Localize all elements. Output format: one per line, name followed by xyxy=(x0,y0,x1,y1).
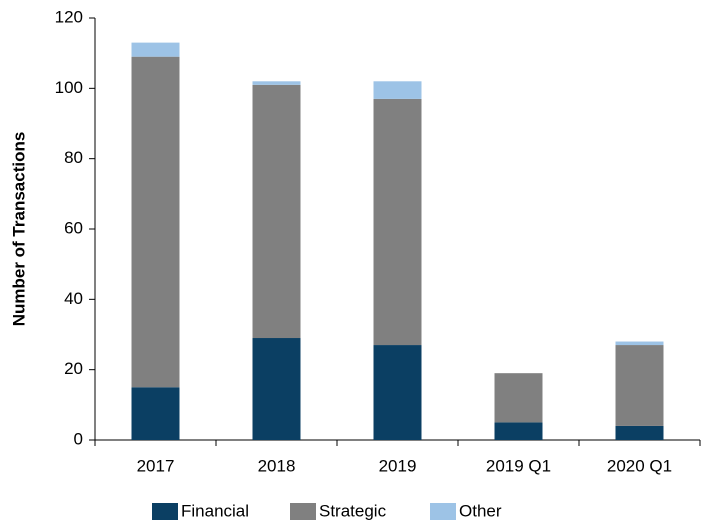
legend-label: Other xyxy=(459,501,502,520)
legend-label: Financial xyxy=(181,501,249,520)
bar-segment xyxy=(494,422,543,440)
y-tick-label: 120 xyxy=(55,7,83,26)
y-axis-label: Number of Transactions xyxy=(9,132,28,327)
bar-segment xyxy=(252,81,301,85)
y-tick-label: 80 xyxy=(64,148,83,167)
bar-segment xyxy=(131,387,180,440)
bar-segment xyxy=(615,345,664,426)
y-tick-label: 40 xyxy=(64,289,83,308)
bar-segment xyxy=(615,425,664,440)
legend-swatch xyxy=(290,503,316,520)
x-tick-label: 2019 Q1 xyxy=(486,456,551,475)
x-tick-label: 2019 xyxy=(379,456,417,475)
bar-segment xyxy=(373,98,422,346)
legend-swatch xyxy=(152,503,178,520)
x-tick-label: 2020 Q1 xyxy=(607,456,672,475)
x-tick-label: 2018 xyxy=(258,456,296,475)
legend-label: Strategic xyxy=(319,501,387,520)
y-tick-label: 100 xyxy=(55,78,83,97)
legend-swatch xyxy=(430,503,456,520)
bar-segment xyxy=(615,341,664,346)
y-tick-label: 60 xyxy=(64,218,83,237)
bar-segment xyxy=(131,42,180,57)
bar-segment xyxy=(373,345,422,440)
bar-segment xyxy=(494,373,543,423)
y-tick-label: 0 xyxy=(74,429,83,448)
bar-segment xyxy=(252,338,301,440)
bar-segment xyxy=(252,84,301,339)
y-tick-label: 20 xyxy=(64,359,83,378)
bar-segment xyxy=(373,81,422,99)
bar-segment xyxy=(131,56,180,388)
x-tick-label: 2017 xyxy=(137,456,175,475)
